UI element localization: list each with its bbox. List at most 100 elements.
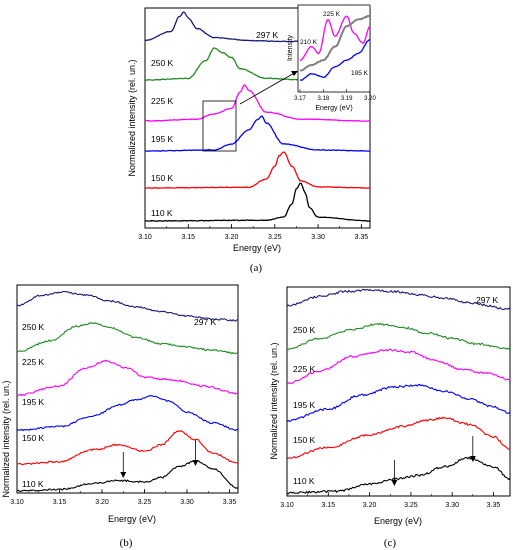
panel-a-caption: (a)	[250, 262, 263, 274]
series-label-c-150k: 150 K	[293, 435, 316, 445]
panel-c-series-label-group: 297 K 250 K 225 K 195 K 150 K 110 K	[293, 295, 499, 486]
zoom-arrow-head	[291, 71, 298, 76]
series-label-a-225k: 225 K	[151, 96, 174, 106]
inset-series-group	[299, 14, 371, 81]
arrow-head-c	[391, 480, 398, 486]
series-label-a-110k: 110 K	[151, 208, 173, 218]
x-tick-label-b: 3.30	[180, 499, 194, 506]
x-tick-label-b: 3.25	[138, 499, 152, 506]
series-label-b-225k: 225 K	[22, 357, 45, 367]
series-c-110k	[286, 456, 511, 495]
inset-series-210k	[299, 14, 371, 72]
series-a-225k	[145, 84, 371, 122]
series-label-a-250k: 250 K	[151, 58, 174, 68]
panel-b-frame	[16, 284, 239, 494]
x-tick-label-a: 3.10	[138, 234, 152, 241]
series-c-250k	[286, 322, 511, 351]
series-label-c-195k: 195 K	[293, 400, 316, 410]
series-label-c-297k: 297 K	[476, 295, 499, 305]
inset-ylabel: Intensity	[287, 34, 294, 61]
arrow-head-c	[469, 456, 476, 462]
x-tick-label-c: 3.20	[363, 502, 377, 509]
panel-b-caption: (b)	[120, 537, 133, 549]
x-tick-label-a: 3.15	[181, 234, 195, 241]
panel-c-ylabel: Normalized intensity (rel. un.)	[269, 342, 279, 459]
inset-x-tick-label: 3.18	[317, 96, 329, 102]
x-tick-label-b: 3.15	[53, 499, 67, 506]
inset-series-225k	[299, 15, 371, 62]
series-label-b-195k: 195 K	[22, 397, 45, 407]
arrow-head-b	[192, 460, 199, 466]
zoom-arrow	[239, 71, 297, 105]
series-c-297k	[286, 288, 511, 311]
panel-b-tick-group: 3.10 3.15 3.20 3.25 3.30 3.35	[10, 489, 236, 506]
series-label-b-297k: 297 K	[194, 317, 217, 327]
series-label-c-110k: 110 K	[293, 476, 315, 486]
panel-c-arrow-group	[391, 436, 476, 486]
x-tick-label-a: 3.25	[268, 234, 282, 241]
x-tick-label-b: 3.35	[223, 499, 237, 506]
panel-c-tick-group: 3.10 3.15 3.20 3.25 3.30 3.35	[280, 492, 500, 509]
x-tick-label-b: 3.10	[10, 499, 24, 506]
inset-xlabel: Energy (eV)	[315, 105, 352, 112]
series-label-b-110k: 110 K	[22, 479, 44, 489]
inset-x-tick-label: 3.20	[364, 96, 376, 102]
panel-a-series-label-group: 297 K 250 K 225 K 195 K 150 K 110 K	[151, 30, 279, 218]
series-c-195k	[286, 383, 511, 423]
panel-b-ylabel: Normalized intensity (rel. un.)	[1, 380, 11, 497]
inset: 3.17 3.18 3.19 3.20 225 K 210 K 195 K Energ…	[287, 4, 376, 112]
panel-c-xlabel: Energy (eV)	[374, 516, 422, 526]
zoom-box	[202, 100, 237, 152]
panel-a-xlabel: Energy (eV)	[233, 243, 281, 253]
series-label-a-150k: 150 K	[151, 173, 174, 183]
series-label-c-225k: 225 K	[293, 364, 316, 374]
series-b-297k	[16, 290, 238, 322]
series-label-b-250k: 250 K	[22, 322, 45, 332]
x-tick-label-c: 3.35	[487, 502, 501, 509]
panel-b: 3.10 3.15 3.20 3.25 3.30 3.35 297 K 250 K 225 K…	[1, 284, 239, 549]
series-a-195k	[144, 115, 371, 152]
panel-b-xlabel: Energy (eV)	[108, 514, 156, 524]
series-label-c-250k: 250 K	[293, 325, 316, 335]
inset-x-tick-label: 3.19	[341, 96, 353, 102]
panel-b-series-group	[16, 290, 239, 492]
series-b-195k	[16, 395, 238, 432]
x-tick-label-a: 3.30	[311, 234, 325, 241]
panel-a-ylabel: Normalized intensity (rel. un.)	[127, 59, 137, 176]
inset-series-195k	[299, 38, 371, 81]
panel-b-arrow-group	[120, 440, 199, 478]
panel-c: 3.10 3.15 3.20 3.25 3.30 3.35 297 K 250 K 225 K…	[269, 286, 511, 549]
inset-label-210: 210 K	[300, 39, 318, 46]
x-tick-label-b: 3.20	[95, 499, 109, 506]
series-c-225k	[286, 348, 511, 385]
panel-c-caption: (c)	[384, 537, 397, 549]
series-a-150k	[144, 151, 371, 189]
inset-frame	[297, 4, 371, 93]
series-label-a-297k: 297 K	[256, 30, 279, 40]
x-tick-label-a: 3.35	[355, 234, 369, 241]
x-tick-label-c: 3.15	[321, 502, 335, 509]
inset-x-tick-label: 3.17	[294, 96, 306, 102]
x-tick-label-c: 3.25	[404, 502, 418, 509]
inset-label-195: 195 K	[351, 70, 369, 77]
series-b-150k	[16, 430, 238, 466]
panel-a: 3.10 3.15 3.20 3.25 3.30 3.35 297 K 250 K 225 K…	[127, 4, 376, 274]
series-b-110k	[16, 459, 239, 492]
panel-c-series-group	[286, 288, 511, 495]
x-tick-label-c: 3.10	[280, 502, 294, 509]
series-a-110k	[145, 182, 371, 222]
series-c-150k	[286, 416, 511, 459]
series-b-250k	[16, 321, 239, 355]
panel-b-series-label-group: 297 K 250 K 225 K 195 K 150 K 110 K	[22, 317, 217, 489]
series-label-a-195k: 195 K	[151, 134, 174, 144]
x-tick-label-c: 3.30	[445, 502, 459, 509]
series-label-b-150k: 150 K	[22, 433, 45, 443]
panel-a-tick-group: 3.10 3.15 3.20 3.25 3.30 3.35	[138, 224, 368, 241]
panel-a-frame	[144, 7, 371, 229]
inset-tick-group: 3.17 3.18 3.19 3.20	[294, 89, 376, 102]
x-tick-label-a: 3.20	[225, 234, 239, 241]
panel-c-frame	[286, 286, 511, 497]
arrow-head-b	[120, 472, 127, 478]
series-b-225k	[17, 359, 239, 397]
